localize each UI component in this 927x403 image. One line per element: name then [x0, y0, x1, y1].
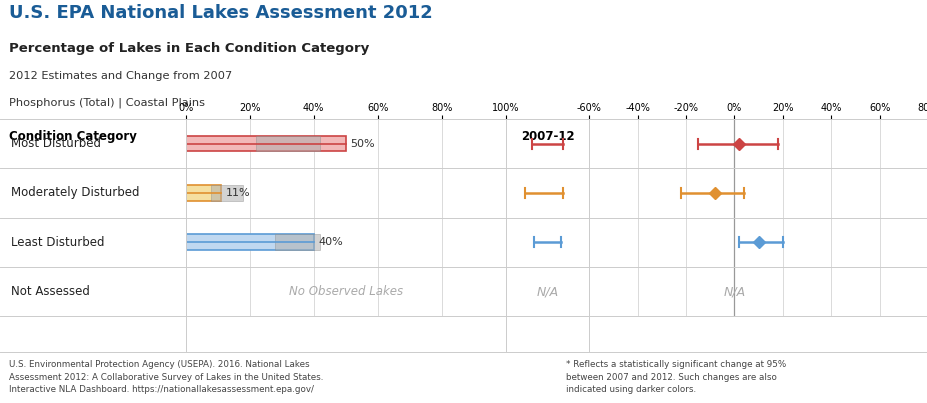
Text: 2012 Estimates and Change from 2007: 2012 Estimates and Change from 2007	[9, 71, 233, 81]
Text: 11%: 11%	[225, 188, 250, 198]
Text: Moderately Disturbed: Moderately Disturbed	[11, 187, 139, 199]
Text: No Observed Lakes: No Observed Lakes	[288, 285, 402, 298]
Bar	[211, 185, 243, 201]
Text: Phosphorus (Total) | Coastal Plains: Phosphorus (Total) | Coastal Plains	[9, 98, 205, 108]
Text: Not Assessed: Not Assessed	[11, 285, 90, 298]
Bar	[256, 136, 320, 152]
Text: Percentage of Lakes in Each Condition Category: Percentage of Lakes in Each Condition Ca…	[9, 42, 369, 55]
Text: 40%: 40%	[318, 237, 343, 247]
Bar	[185, 185, 221, 201]
Bar	[275, 235, 320, 250]
Text: N/A: N/A	[723, 285, 744, 298]
Bar	[185, 235, 313, 250]
Text: U.S. Environmental Protection Agency (USEPA). 2016. National Lakes
Assessment 20: U.S. Environmental Protection Agency (US…	[9, 360, 324, 394]
Text: 2007-12: 2007-12	[520, 129, 574, 143]
Text: 2012 Percentage of Lakes: 2012 Percentage of Lakes	[260, 129, 431, 143]
Text: Change in % Points: Change in % Points	[694, 129, 821, 143]
Text: 50%: 50%	[350, 139, 375, 149]
Text: Condition Category: Condition Category	[9, 129, 137, 143]
Bar	[185, 136, 345, 152]
Text: N/A: N/A	[536, 285, 558, 298]
Text: U.S. EPA National Lakes Assessment 2012: U.S. EPA National Lakes Assessment 2012	[9, 4, 433, 22]
Text: * Reflects a statistically significant change at 95%
between 2007 and 2012. Such: * Reflects a statistically significant c…	[565, 360, 785, 394]
Text: Least Disturbed: Least Disturbed	[11, 236, 105, 249]
Text: Most Disturbed: Most Disturbed	[11, 137, 101, 150]
